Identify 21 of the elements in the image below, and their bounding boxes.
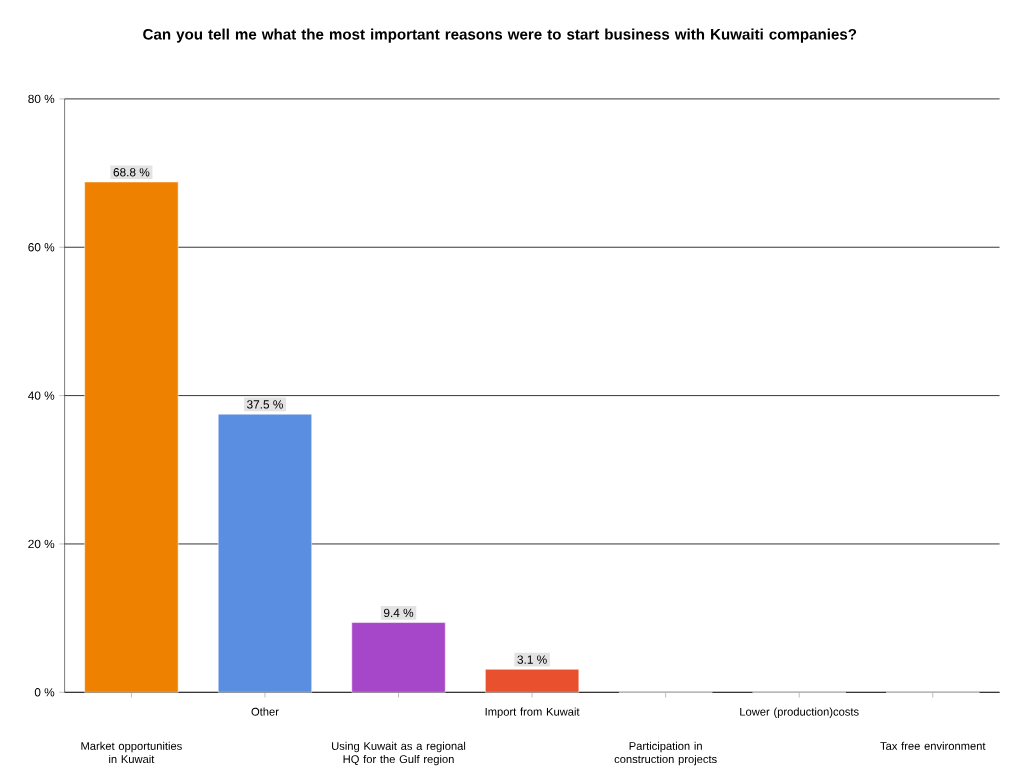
y-tick-label: 40 % [28, 391, 55, 400]
bar [485, 668, 580, 693]
data-label: 37.5 % [247, 400, 283, 409]
data-label: 3.1 % [517, 655, 547, 664]
x-tick-label: Market opportunities in Kuwait [81, 741, 182, 763]
bar [217, 413, 312, 693]
y-tick-label: 20 % [28, 539, 55, 548]
x-tick-label: Import from Kuwait [485, 707, 580, 718]
x-tick-label: Tax free environment [880, 741, 986, 750]
x-tick-label: Using Kuwait as a regional HQ for the Gulf region [332, 741, 466, 766]
bar [351, 622, 446, 693]
x-tick-label: Lower (production)costs [740, 707, 859, 718]
y-tick-label: 60 % [28, 242, 55, 252]
bar [84, 181, 179, 693]
data-label: 68.8 % [113, 167, 150, 177]
x-tick-label: Participation in construction projects [614, 741, 717, 766]
data-label: 9.4 % [383, 608, 414, 617]
y-tick-label: 80 % [28, 94, 55, 103]
x-tick-label: Other [251, 707, 279, 716]
y-tick-label: 0 % [34, 687, 55, 697]
chart-title: Can you tell me what the most important reasons were to start business with Kuwaiti companies? [143, 28, 857, 43]
